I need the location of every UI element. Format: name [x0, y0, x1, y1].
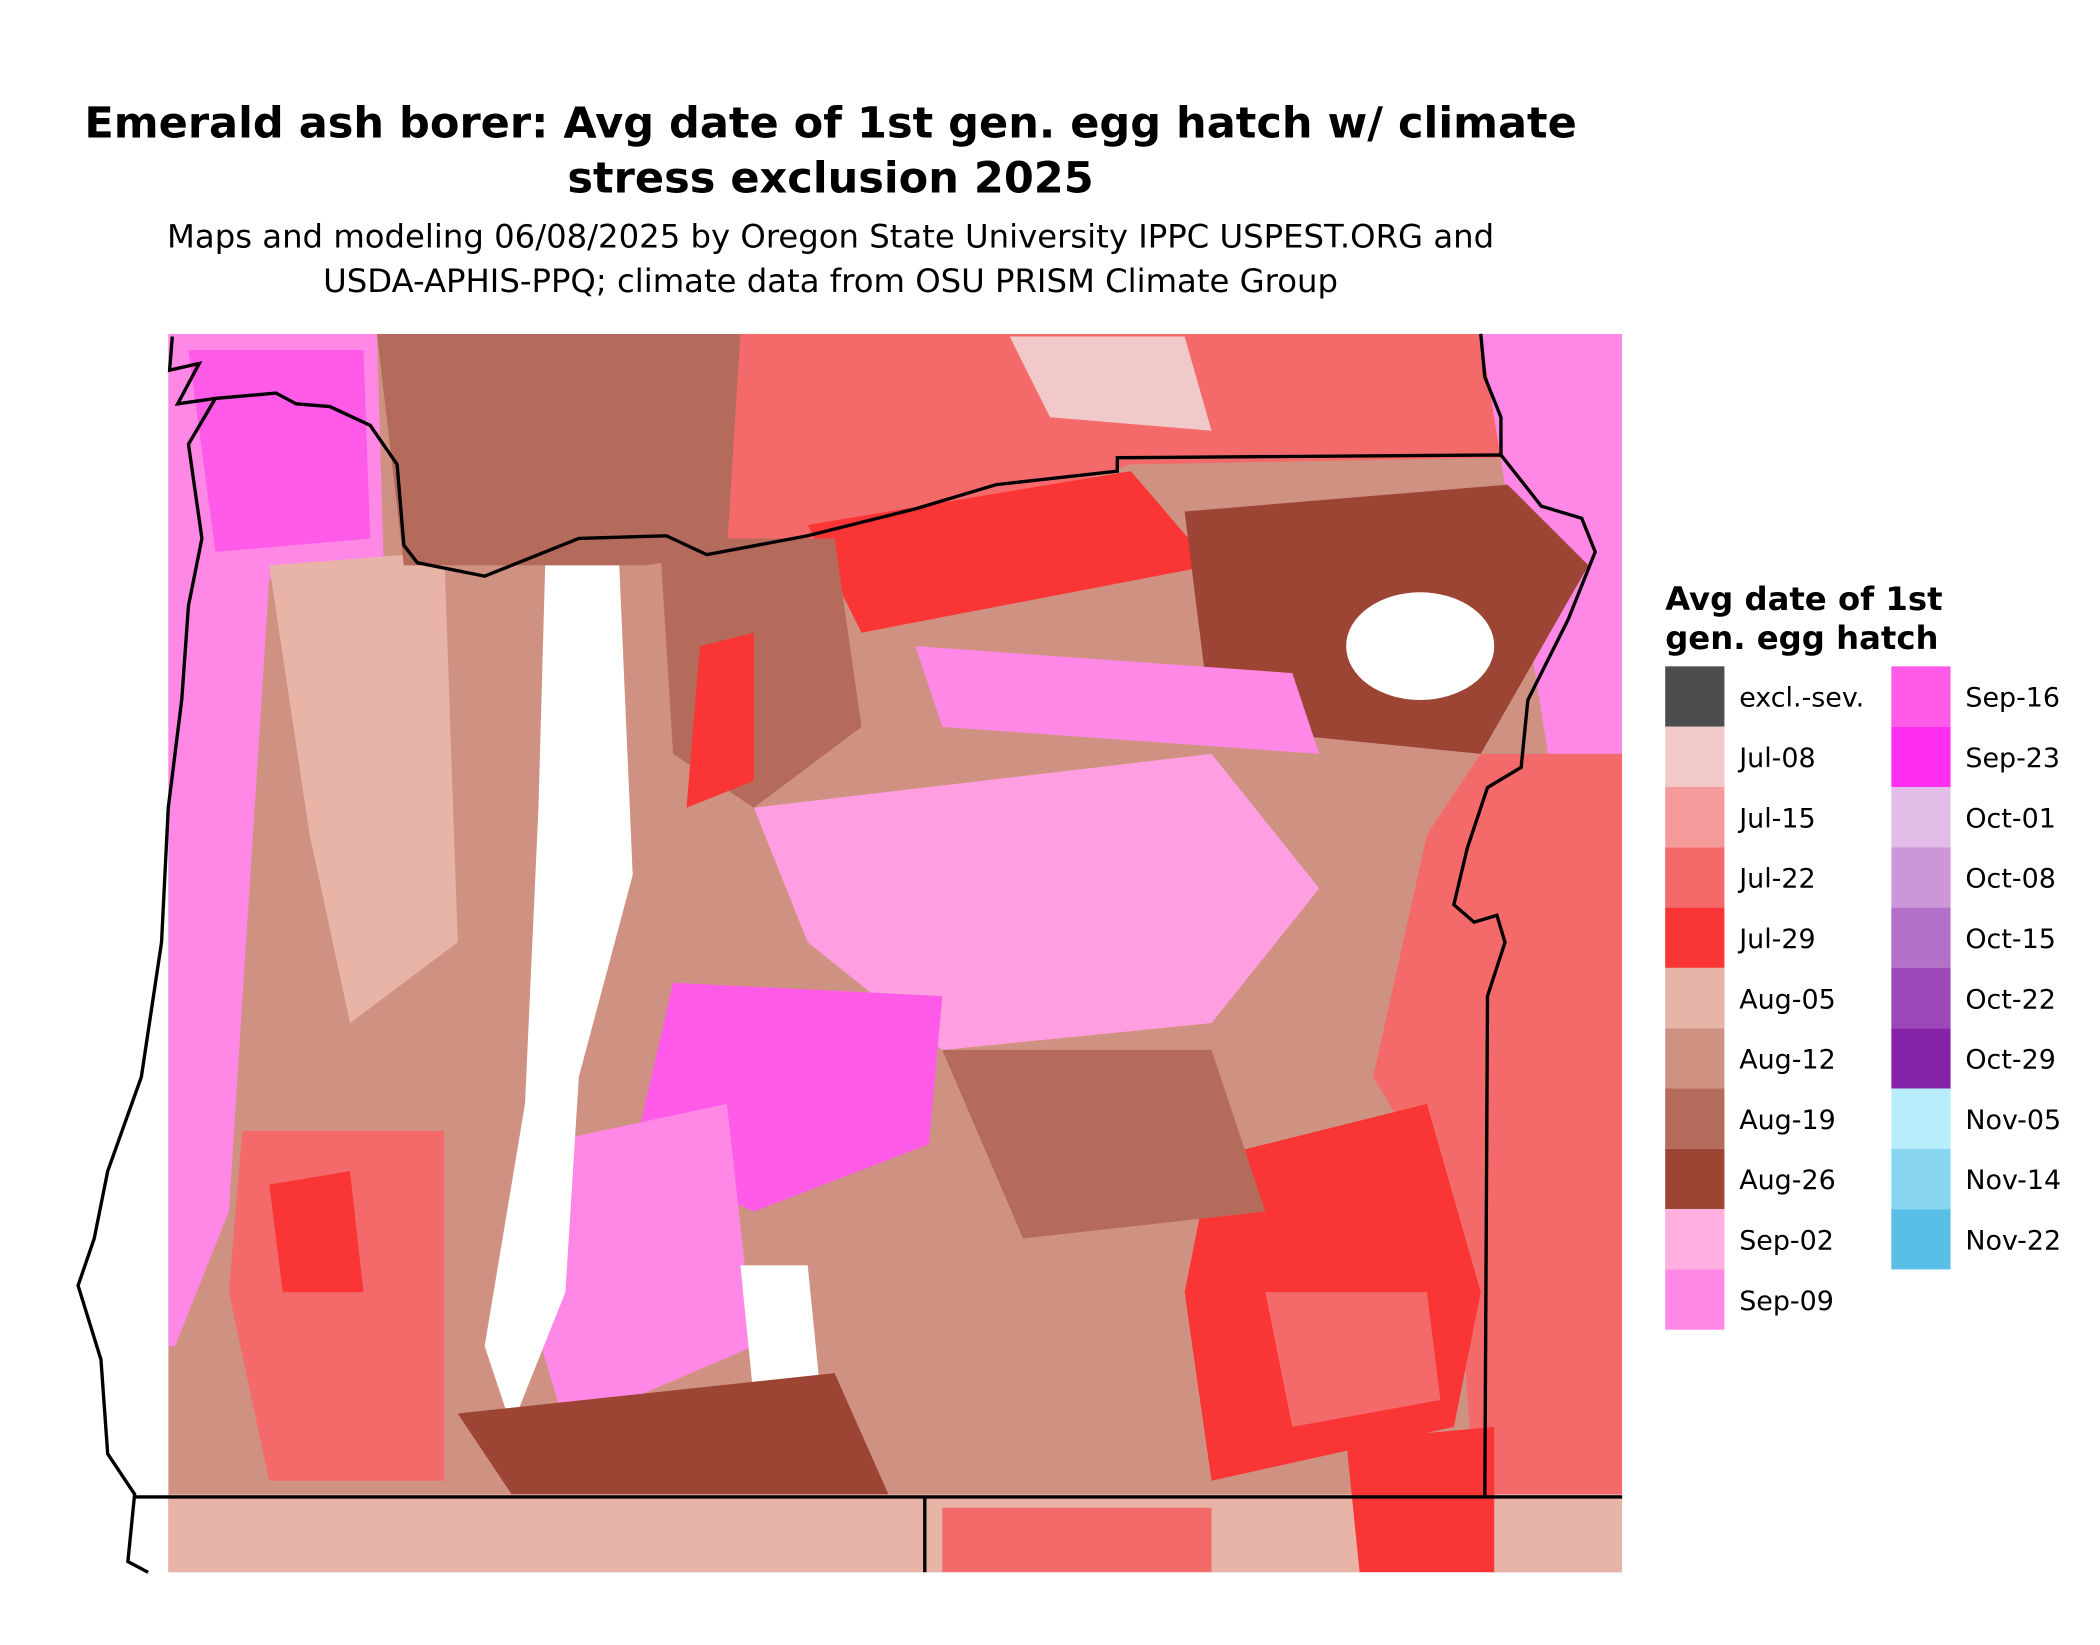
legend-swatch	[1891, 726, 1951, 787]
legend-label: Sep-16	[1965, 683, 2060, 714]
legend-label: Jul-08	[1737, 743, 1815, 774]
legend-swatch	[1665, 1148, 1725, 1210]
legend-swatch	[1665, 967, 1725, 1029]
legend-label: Oct-01	[1965, 803, 2055, 834]
chart-title: stress exclusion 2025	[567, 154, 1093, 204]
legend-label: Aug-12	[1739, 1045, 1835, 1076]
map-raster	[168, 333, 1623, 1573]
legend-swatch	[1665, 907, 1725, 968]
legend-swatch	[1665, 1028, 1725, 1089]
titles: Emerald ash borer: Avg date of 1st gen. …	[84, 98, 1576, 300]
legend-swatch	[1665, 726, 1725, 787]
legend-swatch	[1891, 666, 1951, 727]
legend-label: Aug-05	[1739, 984, 1835, 1015]
legend-swatch	[1665, 1088, 1725, 1149]
legend-swatch	[1665, 786, 1725, 848]
legend-label: Sep-09	[1739, 1286, 1834, 1317]
legend-label: Aug-19	[1739, 1105, 1835, 1136]
state-borders	[76, 333, 1623, 1574]
legend-label: Nov-14	[1965, 1165, 2061, 1196]
legend-label: Nov-05	[1965, 1105, 2061, 1136]
legend-label: Sep-02	[1739, 1226, 1834, 1257]
legend-swatch	[1891, 1209, 1951, 1270]
legend-label: Nov-22	[1965, 1226, 2061, 1257]
legend-swatch	[1665, 666, 1725, 727]
legend-title: gen. egg hatch	[1665, 619, 1938, 657]
legend-label: Jul-15	[1737, 803, 1815, 834]
legend-label: Oct-22	[1965, 984, 2055, 1015]
legend-label: Jul-29	[1737, 924, 1815, 955]
legend-swatch	[1891, 907, 1951, 968]
legend-title: Avg date of 1st	[1665, 580, 1942, 618]
legend-swatch	[1891, 967, 1951, 1029]
legend-swatch	[1891, 786, 1951, 848]
subtitle: Maps and modeling 06/08/2025 by Oregon S…	[167, 218, 1494, 256]
legend-label: Oct-15	[1965, 924, 2055, 955]
legend-label: Aug-26	[1739, 1165, 1835, 1196]
legend-label: Oct-08	[1965, 864, 2055, 895]
legend-label: Oct-29	[1965, 1045, 2055, 1076]
legend-label: excl.-sev.	[1739, 683, 1864, 714]
legend-swatch	[1891, 847, 1951, 908]
legend-swatch	[1891, 1088, 1951, 1149]
legend-label: Sep-23	[1965, 743, 2060, 774]
legend-swatch	[1665, 1209, 1725, 1270]
legend-swatch	[1665, 847, 1725, 908]
legend-swatch	[1665, 1269, 1725, 1330]
legend-label: Jul-22	[1737, 864, 1815, 895]
legend-swatch	[1891, 1028, 1951, 1089]
legend-swatch	[1891, 1148, 1951, 1210]
subtitle: USDA-APHIS-PPQ; climate data from OSU PR…	[323, 262, 1338, 300]
chart-title: Emerald ash borer: Avg date of 1st gen. …	[84, 98, 1576, 148]
